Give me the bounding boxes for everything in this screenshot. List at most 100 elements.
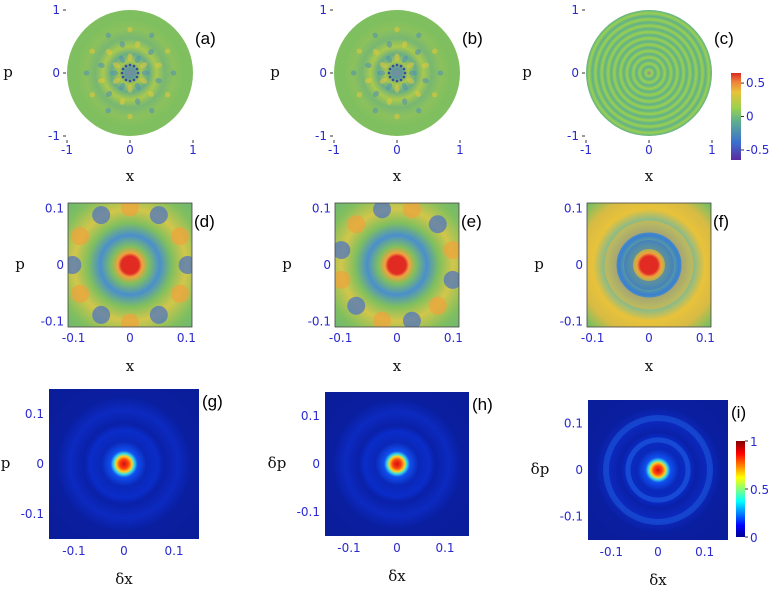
interference-blob (356, 92, 363, 98)
center-dot (388, 67, 392, 71)
lattice-blob (347, 296, 366, 315)
y-axis-label: p (534, 255, 544, 273)
x-axis-label: x (393, 167, 402, 185)
interference-blob (414, 90, 421, 97)
y-tick-label: 0 (575, 463, 583, 477)
plot-frame (586, 202, 712, 328)
ring (603, 415, 713, 525)
center-dot (128, 63, 132, 67)
lattice-blob (170, 227, 189, 246)
lattice-blob (149, 305, 168, 324)
y-tick-label: 1 (571, 3, 579, 17)
interference-blob (350, 70, 357, 76)
interference-blob (414, 49, 421, 56)
wigner-disk (334, 10, 460, 136)
panel-label: (c) (714, 29, 734, 48)
interference-blob (119, 55, 126, 64)
interference-blob (127, 113, 133, 120)
interference-blob (394, 113, 400, 120)
y-tick-label: -0.1 (308, 314, 331, 328)
lattice-blob (335, 241, 351, 260)
panel-label: (h) (472, 395, 493, 414)
lattice-blob (373, 203, 392, 219)
colorbar-tick-label: 0.5 (746, 76, 765, 90)
center-dot (399, 78, 403, 82)
fidelity-heatmap (588, 400, 728, 540)
interference-blob (112, 62, 121, 69)
interference-blob (365, 78, 372, 84)
x-axis-label: x (645, 167, 654, 185)
x-tick-label: 0 (654, 545, 662, 559)
panel-label: (b) (462, 29, 483, 48)
interference-blob (89, 92, 96, 98)
interference-blob (106, 90, 113, 97)
x-tick-label: -1 (580, 143, 592, 157)
interference-blob (170, 70, 177, 76)
interference-blob (98, 62, 105, 68)
center-dot (128, 79, 132, 83)
interference-blob (394, 53, 400, 62)
zoom-heatmap (68, 203, 192, 327)
lattice-blob (402, 311, 421, 327)
center-peak (640, 256, 658, 274)
y-tick-label: 0 (575, 258, 583, 272)
x-tick-label: 0.1 (164, 544, 183, 558)
y-tick-label: 0.1 (301, 409, 320, 423)
plot-frame (334, 202, 460, 328)
interference-blob (386, 41, 392, 48)
panel-label: (e) (461, 212, 482, 231)
lattice-blob (149, 206, 168, 225)
interference-blob (119, 41, 125, 48)
lattice-blob (335, 270, 351, 289)
center-dot (135, 67, 139, 71)
interference-blob (406, 62, 415, 69)
colorbar-tick-label: 0 (746, 110, 754, 124)
center-dot (399, 64, 403, 68)
interference-blob (401, 55, 408, 64)
x-axis-label: x (126, 357, 135, 375)
y-tick-label: -1 (315, 129, 327, 143)
interference-blob (127, 53, 133, 62)
y-axis-label: δp (268, 454, 287, 472)
interference-blob (373, 90, 380, 97)
x-tick-label: -0.1 (329, 331, 352, 345)
wigner-disk (67, 10, 193, 136)
y-tick-label: -0.1 (560, 314, 583, 328)
interference-blob (139, 62, 148, 69)
lattice-blob (92, 305, 111, 324)
interference-blob (134, 82, 141, 91)
fidelity-colorbar (736, 441, 745, 537)
x-tick-label: 0 (645, 331, 653, 345)
lattice-blob (428, 296, 447, 315)
center-peak (388, 256, 406, 274)
ring (604, 220, 694, 310)
center-dot (403, 71, 407, 75)
interference-blob (112, 77, 121, 84)
lattice-blob (402, 203, 421, 219)
interference-blob (164, 92, 171, 98)
center-dot (136, 71, 140, 75)
lattice-blob (347, 215, 366, 234)
interference-blob (98, 78, 105, 84)
x-tick-label: 0 (393, 541, 401, 555)
lattice-blob (443, 270, 459, 289)
interference-blob (386, 82, 393, 91)
y-tick-label: 0 (319, 66, 327, 80)
interference-blob (155, 78, 162, 84)
interference-blob (155, 62, 162, 68)
interference-blob (394, 84, 400, 93)
y-tick-label: -1 (567, 129, 579, 143)
interference-blob (373, 49, 380, 56)
zoom-heatmap (587, 203, 711, 327)
panel-label: (f) (713, 212, 729, 231)
y-tick-label: 0 (323, 258, 331, 272)
interference-blob (119, 82, 126, 91)
lattice-blob (68, 256, 82, 274)
x-axis-label: x (645, 357, 654, 375)
lattice-blob (443, 241, 459, 260)
y-axis-label: δp (0, 454, 10, 472)
y-tick-label: 0 (56, 258, 64, 272)
interference-blob (149, 32, 155, 39)
x-tick-label: 0 (126, 331, 134, 345)
colorbar-tick-label: -0.5 (746, 143, 769, 157)
